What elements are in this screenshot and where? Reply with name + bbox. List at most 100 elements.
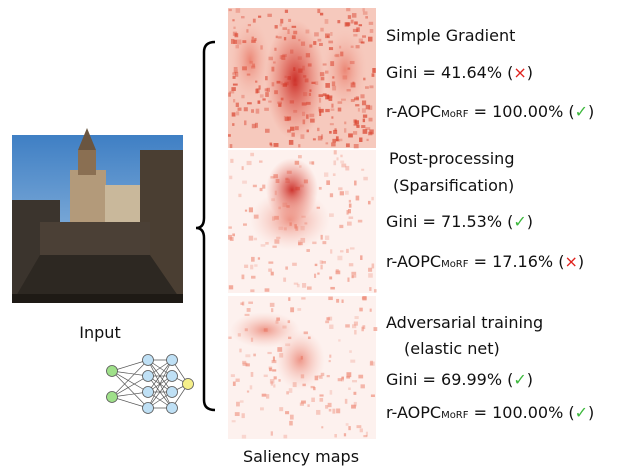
speckle (340, 191, 344, 195)
speckle (244, 265, 248, 268)
speckle (325, 19, 329, 24)
speckle (270, 143, 273, 146)
speckle (326, 317, 329, 320)
speckle (362, 8, 364, 11)
speckle (372, 73, 375, 77)
speckle (350, 247, 355, 249)
speckle (329, 355, 331, 358)
speckle (236, 379, 240, 382)
speckle (228, 134, 231, 137)
gini-close: ) (527, 63, 533, 82)
speckle (275, 25, 278, 28)
speckle (232, 112, 236, 116)
speckle (274, 143, 279, 147)
speckle (345, 324, 350, 327)
speckle (321, 426, 323, 428)
node (107, 366, 118, 377)
speckle (242, 413, 245, 418)
input-label: Input (79, 323, 120, 342)
node (143, 355, 154, 366)
speckle (346, 423, 349, 426)
speckle (267, 352, 271, 354)
speckle (329, 360, 331, 362)
speckle (229, 9, 232, 11)
speckle (329, 276, 332, 279)
speckle (368, 273, 373, 277)
speckle (319, 394, 323, 396)
speckle (370, 29, 374, 33)
speckle (338, 378, 342, 381)
speckle (317, 128, 319, 131)
speckle (327, 36, 329, 38)
speckle (320, 13, 323, 16)
speckle (346, 249, 349, 253)
speckle (325, 236, 329, 240)
speckle (359, 308, 362, 312)
node (107, 392, 118, 403)
speckle (330, 390, 333, 395)
speckle (365, 86, 369, 89)
speckle (337, 20, 340, 23)
speckle (318, 39, 322, 42)
speckle (359, 24, 362, 26)
aopc-mark: × (564, 252, 577, 271)
node (143, 387, 154, 398)
aopc-mark: ✓ (575, 102, 588, 121)
speckle (345, 191, 349, 195)
speckle (326, 180, 330, 185)
speckle (242, 361, 246, 365)
speckle (362, 325, 365, 329)
speckle (354, 181, 357, 186)
speckle (228, 337, 231, 339)
speckle (333, 130, 337, 134)
speckle (238, 108, 242, 111)
speckle (241, 16, 245, 18)
speckle (324, 172, 328, 176)
speckle (231, 374, 235, 377)
speckle (285, 266, 288, 269)
method-title: Post-processing (389, 149, 514, 168)
speckle (354, 402, 357, 406)
speckle (301, 297, 305, 299)
speckle (341, 164, 346, 168)
speckle (283, 278, 286, 282)
speckle (289, 140, 293, 145)
speckle (285, 10, 288, 13)
saliency-label: Saliency maps (243, 447, 359, 466)
speckle (320, 28, 323, 32)
speckle (368, 132, 372, 136)
gini-mark: ✓ (513, 212, 526, 231)
speckle (353, 131, 357, 135)
speckle (288, 297, 290, 301)
speckle (370, 309, 372, 312)
speckle (329, 213, 334, 217)
speckle (369, 22, 373, 25)
gini-close: ) (527, 370, 533, 389)
gini-mark: × (513, 63, 526, 82)
blob (323, 30, 367, 110)
speckle (332, 139, 336, 143)
speckle (247, 102, 252, 104)
speckle (230, 237, 234, 241)
speckle (254, 238, 257, 241)
speckle (231, 87, 235, 91)
speckle (244, 107, 248, 111)
speckle (292, 263, 297, 266)
method-title: (Sparsification) (393, 176, 514, 195)
aopc-text: r-AOPC (386, 403, 441, 422)
speckle (314, 274, 316, 278)
speckle (319, 43, 323, 46)
aopc-value: = 100.00% ( (469, 102, 575, 121)
speckle (362, 35, 366, 37)
brace (196, 42, 215, 410)
speckle (313, 138, 316, 140)
speckle (351, 20, 354, 24)
speckle (258, 16, 261, 18)
speckle (334, 150, 337, 154)
speckle (274, 376, 277, 379)
speckle (336, 408, 340, 413)
speckle (361, 169, 364, 171)
speckle (240, 302, 243, 305)
speckle (243, 223, 247, 225)
speckle (317, 273, 319, 275)
